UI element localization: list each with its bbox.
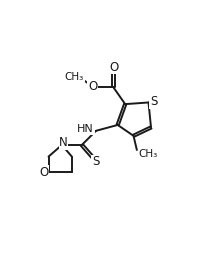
Text: O: O (110, 61, 119, 74)
Text: S: S (150, 95, 157, 108)
Text: O: O (39, 166, 49, 179)
Text: HN: HN (77, 124, 94, 134)
Text: S: S (92, 155, 99, 168)
Text: CH₃: CH₃ (139, 149, 158, 159)
Text: N: N (59, 136, 68, 149)
Text: CH₃: CH₃ (65, 72, 84, 82)
Text: O: O (88, 80, 97, 93)
